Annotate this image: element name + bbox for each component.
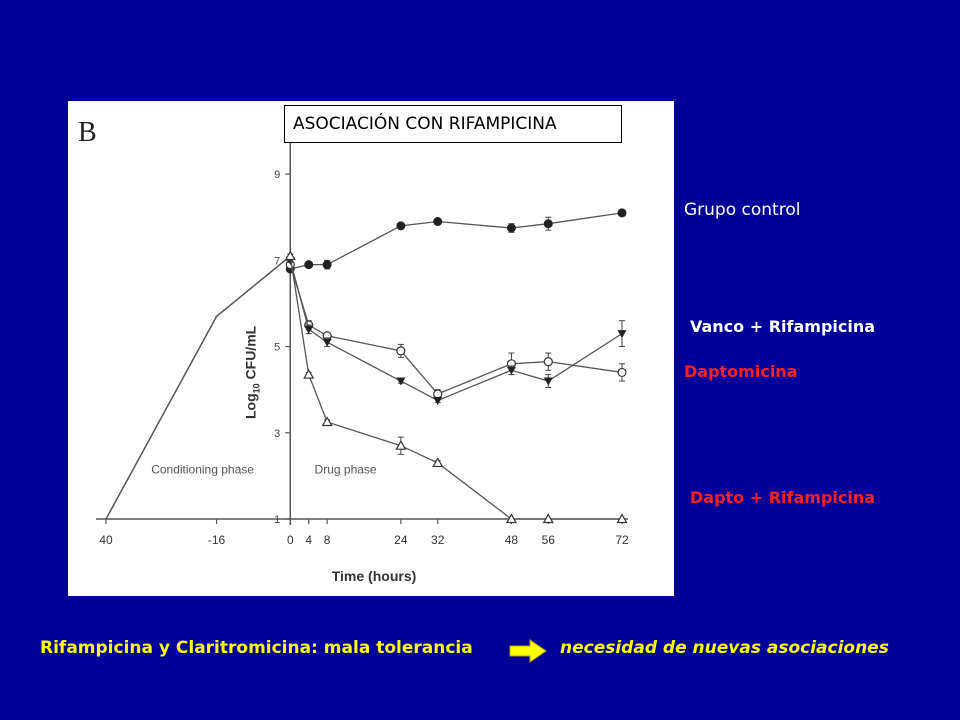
y-tick-label: 9 <box>274 169 280 181</box>
data-point-series-0 <box>506 223 516 233</box>
annotation-conditioning-phase: Conditioning phase <box>151 463 254 477</box>
x-tick-label: 24 <box>394 533 408 547</box>
data-point-series-2 <box>543 377 553 386</box>
data-point-series-1 <box>543 357 553 367</box>
data-point-series-0 <box>617 208 627 218</box>
y-tick-label: 7 <box>274 255 280 267</box>
data-point-series-3 <box>616 513 628 524</box>
x-tick-label: 56 <box>542 533 556 547</box>
data-point-series-3 <box>505 513 517 524</box>
data-point-series-2 <box>322 338 332 347</box>
series-line-2 <box>289 260 623 402</box>
data-point-series-3 <box>321 416 333 427</box>
series-line-0 <box>290 212 623 270</box>
conditioning-line <box>105 255 291 520</box>
label-dapto-rifampicina: Dapto + Rifampicina <box>690 488 876 507</box>
data-point-series-0 <box>304 260 314 270</box>
data-point-series-1 <box>433 389 443 399</box>
x-tick-label: 4 <box>305 533 312 547</box>
annotation-drug-phase: Drug phase <box>315 463 377 477</box>
series-line-3 <box>289 255 622 520</box>
x-tick-label: -16 <box>208 533 226 547</box>
data-point-series-3 <box>284 250 296 261</box>
data-point-series-1 <box>617 367 627 378</box>
data-point-series-3 <box>395 439 407 450</box>
footer-statement: Rifampicina y Claritromicina: mala toler… <box>40 638 473 658</box>
arrow-right-icon <box>509 639 547 663</box>
x-tick-label: 72 <box>615 533 629 547</box>
x-tick-label: 32 <box>431 533 445 547</box>
label-vanco-rifampicina: Vanco + Rifampicina <box>690 317 876 336</box>
data-point-series-0 <box>322 260 332 270</box>
footer-conclusion: necesidad de nuevas asociaciones <box>560 638 889 658</box>
data-point-series-3 <box>303 368 315 379</box>
y-tick-label: 3 <box>274 428 280 440</box>
data-point-series-1 <box>396 346 406 356</box>
panel-letter: B <box>78 117 97 148</box>
label-daptomicina: Daptomicina <box>684 362 798 381</box>
data-point-series-2 <box>304 325 314 334</box>
data-point-series-0 <box>396 221 406 231</box>
data-point-series-0 <box>433 217 443 227</box>
x-tick-label: 8 <box>324 533 331 547</box>
data-point-series-2 <box>433 396 443 405</box>
x-tick-label: 48 <box>505 533 519 547</box>
data-point-series-2 <box>396 377 406 386</box>
data-point-series-3 <box>432 457 444 468</box>
data-point-series-2 <box>617 330 627 339</box>
x-tick-label: 0 <box>287 533 294 547</box>
overlay-title: ASOCIACIÓN CON RIFAMPICINA <box>284 105 622 143</box>
data-point-series-3 <box>542 513 554 524</box>
label-control-group: Grupo control <box>684 200 801 220</box>
x-axis-label: Time (hours) <box>332 568 417 584</box>
series-line-1 <box>289 264 623 395</box>
y-tick-label: 1 <box>274 514 280 526</box>
y-tick-label: 5 <box>274 342 280 354</box>
y-axis-label: Log10 CFU/mL <box>242 325 261 419</box>
chart-figure: B 1 3 5 7 9 40 -16 0 4 8 24 32 48 56 72 Time (hours) Log1… <box>68 101 674 596</box>
x-tick-label: 40 <box>99 533 113 547</box>
data-point-series-0 <box>543 219 553 229</box>
data-point-series-2 <box>506 366 516 375</box>
